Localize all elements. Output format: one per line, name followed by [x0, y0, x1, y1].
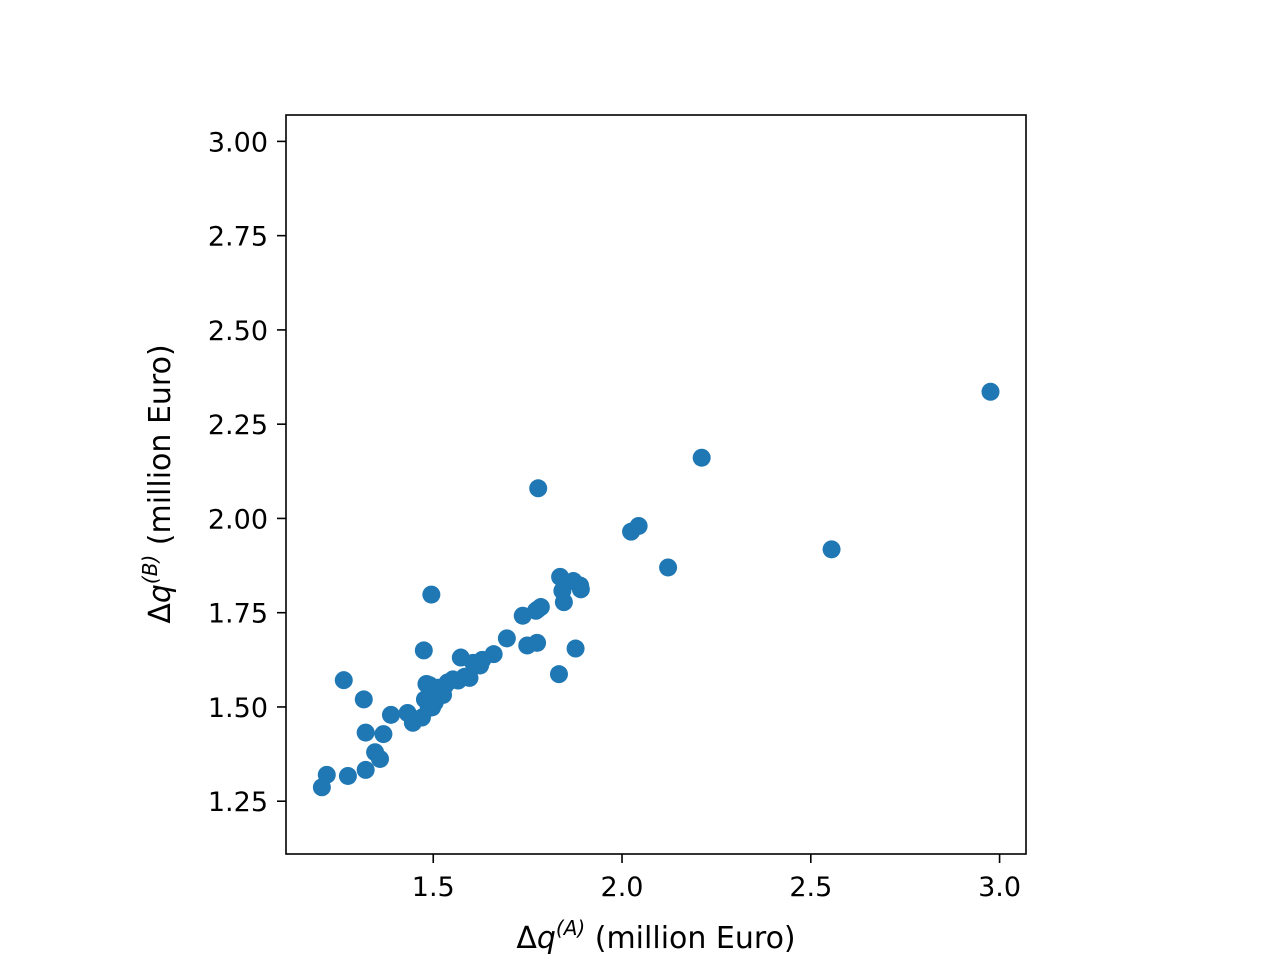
data-point: [381, 705, 400, 724]
y-tick-label: 1.25: [208, 787, 268, 818]
x-axis-ticks: 1.5 2.0 2.5 3.0: [412, 854, 1021, 903]
x-tick-label: 2.5: [789, 872, 832, 903]
y-tick-label: 1.50: [208, 693, 268, 724]
data-point: [422, 585, 441, 604]
x-tick-label: 2.0: [601, 872, 644, 903]
data-point: [317, 765, 336, 784]
data-point: [374, 725, 393, 744]
data-point: [566, 639, 585, 658]
y-axis-ticks: 1.25 1.50 1.75 2.00 2.25 2.50 2.75 3.00: [208, 127, 286, 818]
data-point: [497, 629, 516, 648]
data-point: [356, 723, 375, 742]
y-tick-label: 3.00: [208, 127, 268, 158]
data-point: [338, 766, 357, 785]
data-point: [356, 760, 375, 779]
y-tick-label: 1.75: [208, 599, 268, 630]
data-point: [354, 690, 373, 709]
data-point: [822, 540, 841, 559]
data-point: [460, 668, 479, 687]
data-point: [659, 558, 678, 577]
plot-area: [286, 115, 1026, 854]
data-point: [528, 633, 547, 652]
x-axis-label: Δq(A) (million Euro): [516, 916, 795, 956]
data-point: [571, 580, 590, 599]
data-point: [692, 448, 711, 467]
data-point: [981, 382, 1000, 401]
data-point: [549, 665, 568, 684]
x-tick-label: 1.5: [412, 872, 455, 903]
data-point: [629, 516, 648, 535]
data-point: [531, 598, 550, 617]
y-tick-label: 2.00: [208, 504, 268, 535]
data-point: [484, 645, 503, 664]
data-point: [371, 749, 390, 768]
y-tick-label: 2.75: [208, 222, 268, 253]
x-tick-label: 3.0: [978, 872, 1021, 903]
y-tick-label: 2.50: [208, 316, 268, 347]
y-axis-label: Δq(B) (million Euro): [138, 344, 178, 623]
data-point: [414, 641, 433, 660]
data-point: [529, 479, 548, 498]
data-point: [334, 671, 353, 690]
y-tick-label: 2.25: [208, 410, 268, 441]
plot-frame: [285, 114, 1027, 855]
data-points: [312, 382, 1000, 797]
data-point: [554, 593, 573, 612]
